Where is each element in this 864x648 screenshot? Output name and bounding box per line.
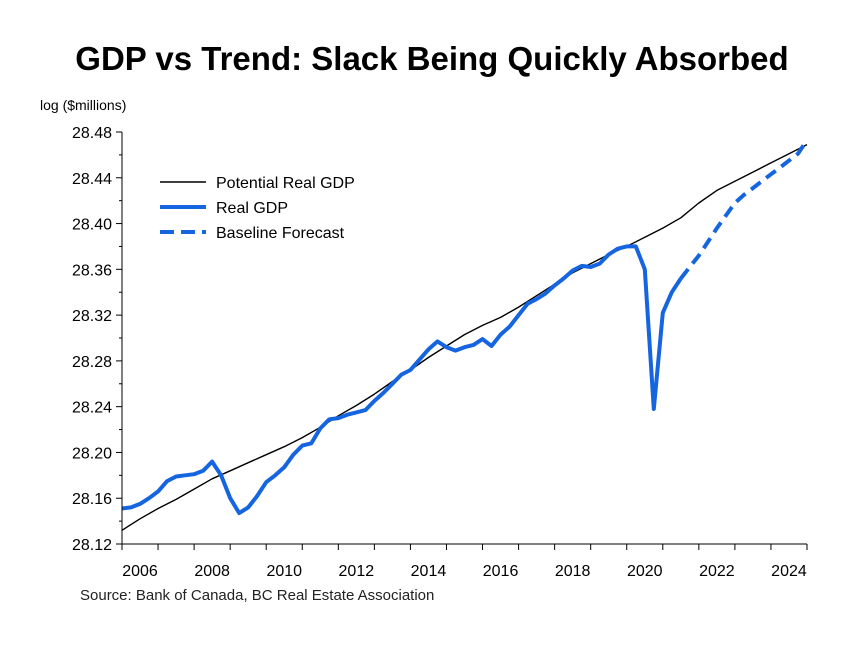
- y-tick-label: 28.32: [72, 308, 112, 325]
- y-tick-label: 28.36: [72, 262, 112, 279]
- x-tick-label: 2006: [122, 563, 158, 580]
- x-tick-label: 2022: [699, 563, 735, 580]
- series-line-real-gdp: [121, 244, 683, 516]
- y-tick-label: 28.20: [72, 445, 112, 462]
- y-tick-label: 28.48: [72, 125, 112, 142]
- y-tick-label: 28.16: [72, 491, 112, 508]
- y-tick-label: 28.40: [72, 217, 112, 234]
- axes: 28.12 28.16 28.20 28.24 28.28 28.32 28.36 28.40…: [72, 125, 808, 580]
- y-tick-label: 28.44: [72, 171, 112, 188]
- x-tick-label: 2010: [266, 563, 302, 580]
- x-tick-label: 2012: [339, 563, 375, 580]
- plot-area: [121, 138, 809, 531]
- series-line-potential-real-gdp: [121, 143, 808, 531]
- y-tick-label: 28.12: [72, 537, 112, 554]
- legend-label-baseline-forecast: Baseline Forecast: [216, 225, 345, 242]
- x-tick-label: 2024: [771, 563, 807, 580]
- x-tick-label: 2014: [411, 563, 447, 580]
- legend-label-potential-real-gdp: Potential Real GDP: [216, 175, 355, 192]
- x-tick-label: 2016: [483, 563, 519, 580]
- legend: Potential Real GDP Real GDP Baseline Forec…: [160, 175, 355, 242]
- legend-label-real-gdp: Real GDP: [216, 200, 288, 217]
- chart-title: GDP vs Trend: Slack Being Quickly Absorb…: [75, 40, 789, 77]
- x-tick-label: 2008: [194, 563, 230, 580]
- y-tick-label: 28.28: [72, 354, 112, 371]
- y-axis-unit-label: log ($millions): [40, 97, 126, 113]
- x-tick-label: 2020: [627, 563, 663, 580]
- series-line-baseline-forecast: [679, 138, 809, 280]
- source-note: Source: Bank of Canada, BC Real Estate A…: [80, 587, 435, 604]
- y-tick-label: 28.24: [72, 400, 112, 417]
- x-tick-label: 2018: [555, 563, 591, 580]
